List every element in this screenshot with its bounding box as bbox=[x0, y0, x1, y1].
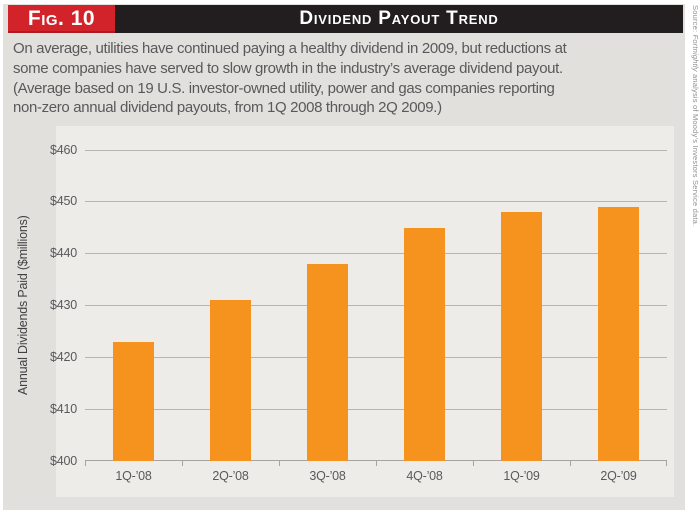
x-tick-label: 2Q-’09 bbox=[600, 469, 637, 483]
plot-background bbox=[56, 126, 674, 497]
figure-header-bar: Fig. 10 Dividend Payout Trend bbox=[8, 5, 683, 33]
bar-2Q-’09 bbox=[598, 207, 639, 461]
gridline-450 bbox=[85, 201, 667, 203]
gridline-440 bbox=[85, 253, 667, 255]
x-axis-tick bbox=[570, 461, 571, 466]
figure-title: Dividend Payout Trend bbox=[299, 8, 499, 29]
bar-4Q-’08 bbox=[404, 227, 445, 461]
bar-1Q-’09 bbox=[501, 212, 542, 461]
figure-description: On average, utilities have continued pay… bbox=[13, 39, 683, 118]
gridline-410 bbox=[85, 408, 667, 410]
gridline-430 bbox=[85, 305, 667, 306]
source-credit: Source: Fortnightly analysis of Moody’s … bbox=[686, 5, 700, 275]
source-suffix: analysis of Moody’s Investors Service da… bbox=[691, 71, 700, 227]
y-tick-label: $410 bbox=[49, 401, 77, 416]
description-line: non-zero annual dividend payouts, from 1… bbox=[13, 99, 442, 117]
source-prefix: Source: bbox=[691, 5, 700, 35]
x-tick-label: 2Q-’08 bbox=[212, 469, 249, 483]
description-line: some companies have served to slow growt… bbox=[13, 59, 563, 77]
x-axis-tick bbox=[473, 461, 474, 466]
y-tick-label: $420 bbox=[49, 349, 77, 364]
source-publication: Fortnightly bbox=[691, 34, 700, 72]
bar-chart-plot-area: $400 $410 $420 $430 $440 $450 $460 1Q-’08 2Q-’08… bbox=[50, 143, 667, 483]
y-tick-label: $400 bbox=[49, 453, 77, 468]
x-tick-label: 1Q-’09 bbox=[503, 469, 540, 483]
bar-2Q-’08 bbox=[210, 300, 251, 461]
x-tick-label: 4Q-’08 bbox=[406, 469, 443, 483]
x-axis-tick bbox=[182, 461, 183, 466]
x-tick-label: 1Q-’08 bbox=[115, 469, 152, 483]
x-axis-tick bbox=[85, 461, 86, 466]
bar-1Q-’08 bbox=[113, 341, 154, 461]
description-line: On average, utilities have continued pay… bbox=[13, 40, 567, 57]
gridline-460 bbox=[85, 149, 667, 151]
bar-3Q-’08 bbox=[307, 264, 348, 461]
x-axis-tick bbox=[376, 461, 377, 466]
y-tick-label: $460 bbox=[49, 142, 77, 157]
gridline-420 bbox=[85, 356, 667, 358]
y-tick-label: $430 bbox=[49, 298, 77, 312]
description-line: (Average based on 19 U.S. investor-owned… bbox=[13, 79, 555, 97]
x-axis-tick bbox=[666, 461, 667, 466]
x-axis-tick bbox=[279, 461, 280, 466]
figure-number-badge: Fig. 10 bbox=[8, 5, 115, 33]
y-tick-label: $450 bbox=[49, 194, 77, 209]
x-tick-label: 3Q-’08 bbox=[309, 469, 346, 483]
y-tick-label: $440 bbox=[49, 246, 77, 261]
